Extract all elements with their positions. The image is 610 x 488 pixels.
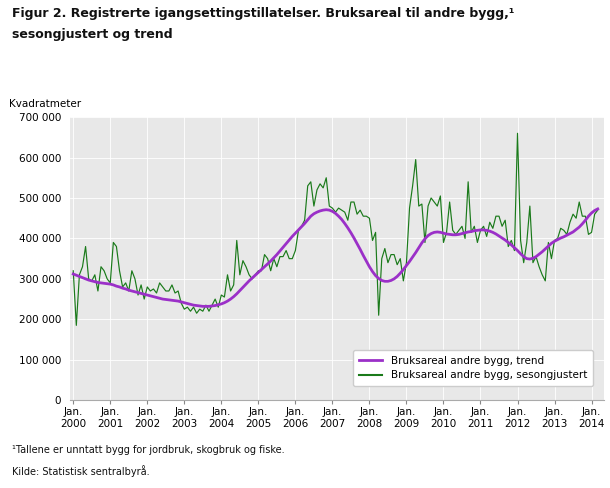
Legend: Bruksareal andre bygg, trend, Bruksareal andre bygg, sesongjustert: Bruksareal andre bygg, trend, Bruksareal… [353,350,594,386]
Text: Kilde: Statistisk sentralbyrå.: Kilde: Statistisk sentralbyrå. [12,466,150,477]
Text: Kvadratmeter: Kvadratmeter [9,99,81,109]
Text: Figur 2. Registrerte igangsettingstillatelser. Bruksareal til andre bygg,¹: Figur 2. Registrerte igangsettingstillat… [12,7,515,20]
Text: ¹Tallene er unntatt bygg for jordbruk, skogbruk og fiske.: ¹Tallene er unntatt bygg for jordbruk, s… [12,445,285,455]
Text: sesongjustert og trend: sesongjustert og trend [12,28,173,41]
